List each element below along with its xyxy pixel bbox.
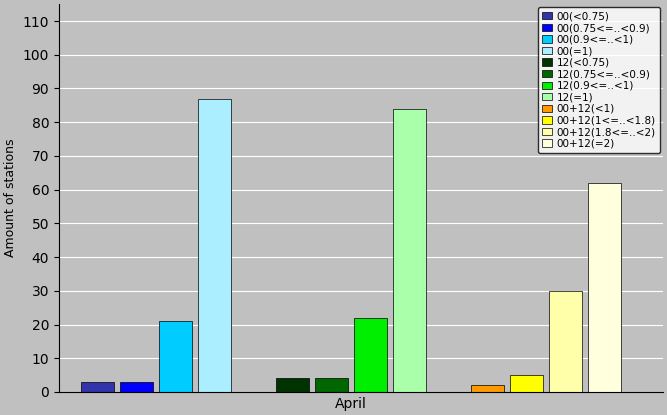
Bar [354, 318, 387, 392]
Legend: 00(<0.75), 00(0.75<=..<0.9), 00(0.9<=..<1), 00(=1), 12(<0.75), 12(0.75<=..<0.9),: 00(<0.75), 00(0.75<=..<0.9), 00(0.9<=..<… [538, 7, 660, 153]
Bar [471, 385, 504, 392]
Bar [510, 375, 543, 392]
Y-axis label: Amount of stations: Amount of stations [4, 139, 17, 257]
Bar [588, 183, 621, 392]
Bar [159, 321, 192, 392]
Bar [276, 378, 309, 392]
Bar [393, 109, 426, 392]
Bar [549, 291, 582, 392]
Bar [120, 382, 153, 392]
Bar [315, 378, 348, 392]
Bar [81, 382, 115, 392]
Bar [198, 99, 231, 392]
